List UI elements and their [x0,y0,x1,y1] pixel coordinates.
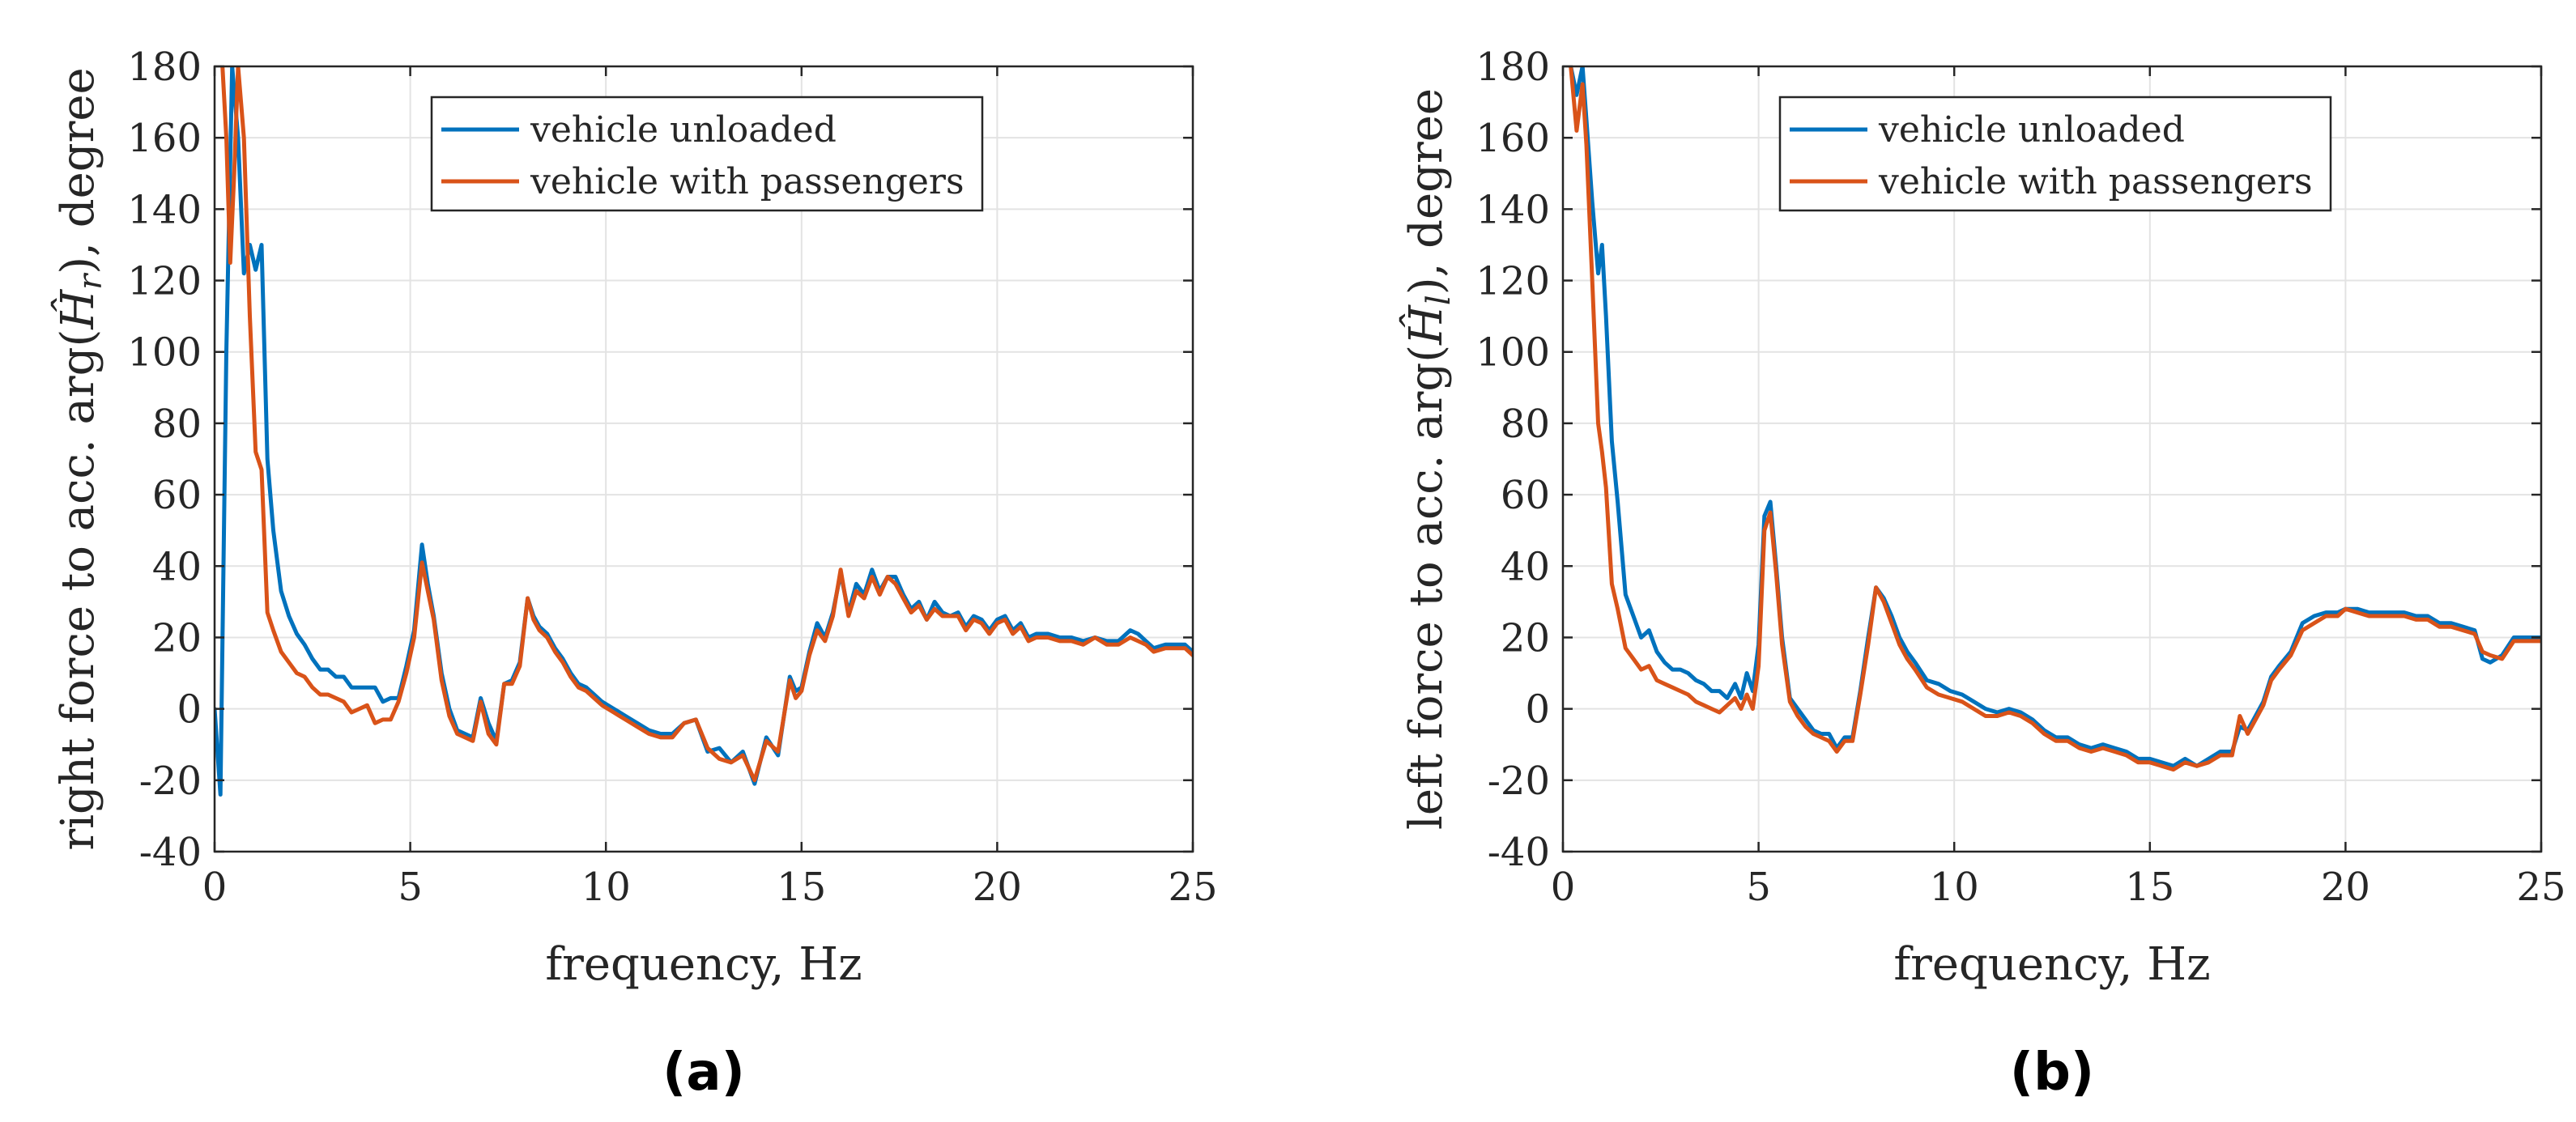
x-tick-label: 10 [1930,865,1979,910]
x-tick-labels: 0 5 10 15 20 25 [1551,66,2566,910]
y-tick-label: 140 [127,187,202,232]
plot-frame [1561,65,2543,853]
y-tick-label: 160 [127,116,202,161]
legend-label-passengers: vehicle with passengers [1878,161,2313,202]
legend: vehicle unloaded vehicle with passengers [430,96,984,212]
x-tick-label: 0 [202,865,228,910]
panel-label: (b) [2010,1043,2094,1103]
y-tick-label: 180 [127,45,202,90]
series-layer [1569,66,2541,772]
y-tick-label: 40 [1501,544,1550,589]
y-tick-label: 180 [1475,45,1550,90]
y-tick-label: -20 [139,759,202,804]
x-tick-label: 25 [1168,865,1217,910]
y-tick-label: 40 [152,544,202,589]
x-tick-label: 25 [2516,865,2565,910]
y-axis-label-subscript: r [72,272,109,290]
y-tick-label: 20 [1501,615,1550,661]
y-axis-label: left force to acc. arg(Ĥl), degree [1399,88,1458,830]
y-tick-label: -40 [1488,830,1550,875]
y-axis-label-subscript: l [1420,295,1458,305]
legend-label-unloaded: vehicle unloaded [1878,109,2185,151]
y-tick-label: 80 [1501,402,1550,447]
y-tick-label: 80 [152,402,202,447]
y-tick-label: 160 [1475,116,1550,161]
y-tick-label: 60 [152,473,202,518]
x-tick-label: 15 [777,865,826,910]
y-axis-label-symbol: Ĥ [1399,304,1453,346]
y-axis-label-prefix: left force to acc. arg( [1400,345,1453,830]
x-tick-labels: 0 5 10 15 20 25 [202,66,1218,910]
x-tick-label: 5 [1746,865,1771,910]
series-line-unloaded [215,66,1193,797]
y-tick-label: 20 [152,615,202,661]
series-layer [215,66,1193,797]
x-tick-label: 10 [581,865,631,910]
y-tick-label: 60 [1501,473,1550,518]
x-axis-label: frequency, Hz [1893,938,2210,991]
y-tick-label: 120 [127,259,202,304]
y-tick-labels: -40 -20 0 20 40 60 80 100 120 140 160 180 [127,45,1193,875]
legend-box [1778,96,2332,212]
legend: vehicle unloaded vehicle with passengers [1778,96,2332,212]
legend-label-unloaded: vehicle unloaded [530,109,837,151]
y-axis-label-suffix: ), degree [52,67,104,274]
y-axis-label-prefix: right force to acc. arg( [52,329,104,851]
y-axis-label-suffix: ), degree [1400,88,1453,295]
y-tick-label: 0 [177,687,202,733]
y-tick-labels: -40 -20 0 20 40 60 80 100 120 140 160 180 [1475,45,2541,875]
y-tick-label: 100 [1475,330,1550,376]
plot-frame [213,65,1194,853]
legend-box [430,96,984,212]
legend-label-passengers: vehicle with passengers [530,161,964,202]
x-tick-label: 0 [1551,865,1576,910]
y-tick-label: -20 [1488,759,1550,804]
chart-panel-a: 0 5 10 15 20 25 -40 -20 0 20 40 60 80 100 120 140 160 18… [50,45,1218,1103]
y-axis-label: right force to acc. arg(Ĥr), degree [50,67,109,850]
y-tick-label: 0 [1525,687,1550,733]
series-line-passengers [220,66,1193,783]
y-tick-label: 120 [1475,259,1550,304]
x-tick-label: 5 [398,865,423,910]
x-axis-label: frequency, Hz [545,938,862,991]
y-tick-label: -40 [139,830,202,875]
panel-label: (a) [662,1043,745,1103]
series-line-passengers [1569,66,2541,772]
y-axis-label-symbol: Ĥ [50,289,104,330]
chart-panel-b: 0 5 10 15 20 25 -40 -20 0 20 40 60 80 100 120 140 160 18… [1399,45,2566,1103]
x-tick-label: 20 [973,865,1022,910]
y-tick-label: 100 [127,330,202,376]
x-tick-label: 15 [2125,865,2174,910]
x-tick-label: 20 [2321,865,2370,910]
y-tick-label: 140 [1475,187,1550,232]
